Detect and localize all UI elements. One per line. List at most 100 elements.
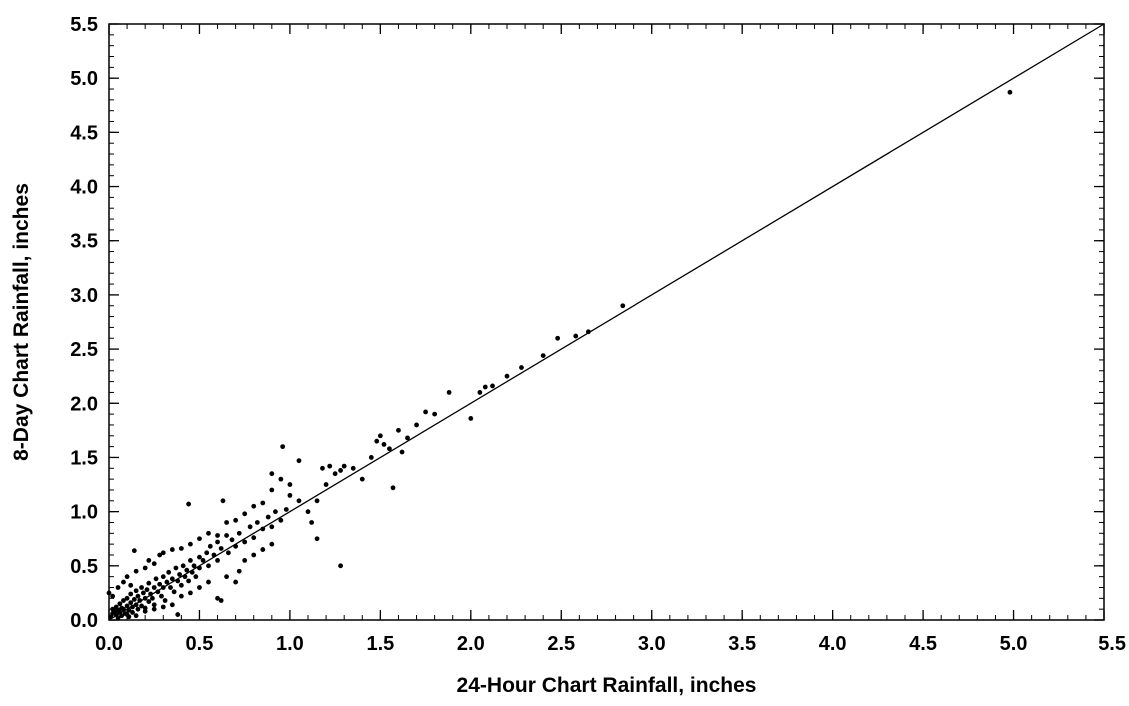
data-point xyxy=(224,574,229,580)
data-point xyxy=(229,537,235,543)
data-point xyxy=(260,500,266,506)
data-point xyxy=(233,517,239,523)
data-point xyxy=(226,550,231,556)
data-point xyxy=(137,598,143,603)
data-point xyxy=(207,543,213,549)
data-point xyxy=(157,552,163,558)
data-point xyxy=(278,517,284,523)
data-point xyxy=(130,610,135,615)
data-point xyxy=(128,600,134,606)
data-point xyxy=(178,582,184,588)
data-point xyxy=(332,471,338,477)
data-point xyxy=(117,601,123,607)
data-point xyxy=(148,591,154,597)
data-point xyxy=(191,563,197,569)
data-point xyxy=(146,558,152,563)
data-point xyxy=(377,433,383,439)
y-tick-label: 3.5 xyxy=(70,231,98,253)
data-point xyxy=(233,579,239,585)
data-point xyxy=(157,581,163,587)
x-tick-label: 5.0 xyxy=(1000,633,1028,655)
data-point xyxy=(396,427,401,433)
data-point xyxy=(432,411,438,417)
data-point xyxy=(160,604,166,610)
data-point xyxy=(169,576,175,582)
reference-line-1to1 xyxy=(108,23,1105,621)
x-tick-label: 3.5 xyxy=(728,633,756,655)
data-point xyxy=(540,353,546,358)
data-point xyxy=(115,615,121,621)
data-point xyxy=(254,520,260,525)
data-point xyxy=(350,465,356,471)
data-point xyxy=(169,602,175,608)
data-point xyxy=(359,476,365,482)
data-point xyxy=(280,444,286,450)
x-tick-label: 4.0 xyxy=(819,633,847,655)
data-point xyxy=(338,563,343,569)
data-point xyxy=(468,416,474,421)
data-point xyxy=(175,578,181,584)
data-point xyxy=(504,373,510,379)
data-point xyxy=(155,589,161,595)
x-axis-title: 24-Hour Chart Rainfall, inches xyxy=(457,674,757,697)
data-point xyxy=(133,613,139,619)
data-point xyxy=(178,546,184,551)
data-point xyxy=(320,465,325,471)
data-point xyxy=(188,541,193,547)
data-point xyxy=(164,579,170,585)
data-point xyxy=(405,435,410,441)
data-point xyxy=(224,533,229,538)
data-point xyxy=(171,589,177,595)
data-point xyxy=(184,567,190,573)
data-point xyxy=(490,383,495,389)
data-point xyxy=(130,604,135,610)
data-point xyxy=(233,543,239,549)
data-point xyxy=(374,438,380,444)
y-axis-title: 8-Day Chart Rainfall, inches xyxy=(10,183,33,461)
data-point xyxy=(206,563,211,569)
data-point xyxy=(124,612,130,617)
data-point xyxy=(150,595,155,601)
y-tick-label: 5.5 xyxy=(70,14,98,36)
data-point xyxy=(314,498,320,504)
x-tick-label: 1.5 xyxy=(366,633,394,655)
y-tick-label: 2.5 xyxy=(70,339,98,361)
data-point xyxy=(160,574,166,580)
y-tick-label: 3.0 xyxy=(70,285,98,307)
data-point xyxy=(211,552,217,558)
data-point xyxy=(133,602,139,608)
data-point xyxy=(173,565,179,571)
data-point xyxy=(368,455,374,460)
data-point xyxy=(135,593,141,599)
data-point xyxy=(236,530,242,536)
data-point xyxy=(338,468,343,473)
data-point xyxy=(177,572,182,577)
data-point xyxy=(144,587,150,593)
data-point xyxy=(166,569,172,575)
data-point xyxy=(186,578,192,584)
data-point xyxy=(197,585,202,590)
y-tick-label: 5.0 xyxy=(70,68,98,90)
y-axis-tick-labels: 0.0 0.5 1.0 1.5 2.0 2.5 3.0 3.5 4.0 4.5 5.0 5.5 xyxy=(70,14,98,632)
data-point xyxy=(139,603,144,609)
data-point xyxy=(178,593,184,599)
data-point xyxy=(133,568,139,574)
data-point xyxy=(215,558,220,563)
data-point xyxy=(573,333,579,339)
data-point xyxy=(193,574,199,580)
data-point xyxy=(323,482,329,487)
data-point xyxy=(140,590,146,596)
x-tick-label: 2.0 xyxy=(457,633,485,655)
data-point xyxy=(519,365,524,370)
data-point xyxy=(188,558,193,563)
data-point xyxy=(1007,89,1013,95)
data-point xyxy=(121,579,126,585)
data-point xyxy=(168,585,173,590)
data-point xyxy=(269,471,275,477)
data-point xyxy=(206,579,211,585)
data-point xyxy=(296,458,302,464)
data-point xyxy=(204,550,210,556)
data-point xyxy=(146,580,152,586)
data-point xyxy=(189,569,195,575)
data-point xyxy=(278,476,284,482)
